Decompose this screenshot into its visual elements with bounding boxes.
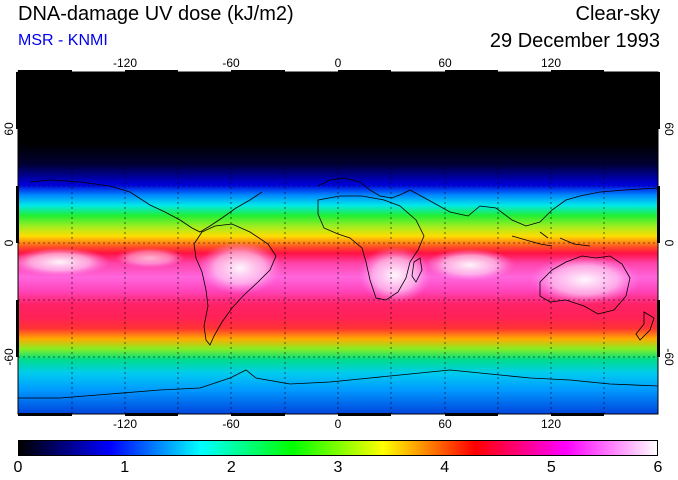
lat-label-left: -60 [2, 348, 16, 366]
coastlines [18, 177, 658, 399]
uv-dose-map: -120 -60 0 60 120 -120 -60 0 60 120 60 0… [2, 56, 676, 431]
coast-europe [317, 177, 411, 199]
lat-label-left: 0 [2, 239, 16, 246]
lon-label-top: -120 [113, 56, 137, 70]
lon-label-bottom: 120 [541, 417, 561, 431]
lon-label-top: 0 [335, 56, 342, 70]
hotspot-pacific [18, 248, 110, 276]
hotspot-south-america [198, 242, 282, 294]
lon-label-bottom: 0 [335, 417, 342, 431]
lat-label-right: 0 [662, 240, 676, 247]
graticule [18, 72, 658, 414]
colorbar-tick-label: 1 [120, 459, 130, 476]
coast-africa [317, 195, 425, 301]
coast-new-zealand [635, 311, 655, 341]
colorbar-tick-label: 2 [226, 459, 236, 476]
lat-labels-left: 60 0 -60 [2, 122, 16, 366]
colorbar-tick-label: 5 [546, 459, 556, 476]
coast-madagascar [411, 257, 423, 283]
colorbar-tick-label: 0 [13, 459, 23, 476]
coast-australia [539, 255, 631, 315]
lon-label-top: -60 [222, 56, 240, 70]
hotspot-southern-africa [359, 247, 431, 303]
map-date: 29 December 1993 [489, 30, 660, 52]
lat-label-right: 60 [662, 122, 676, 136]
frame-ticks [16, 70, 660, 416]
lat-label-right: -60 [662, 348, 676, 366]
coast-antarctica [18, 369, 658, 399]
lon-label-top: 60 [438, 56, 452, 70]
lat-labels-right: 60 0 -60 [662, 122, 676, 366]
colorbar-tick-label: 4 [440, 459, 450, 476]
lon-label-bottom: 60 [438, 417, 452, 431]
lon-labels-top: -120 -60 0 60 120 [113, 56, 561, 70]
lon-labels-bottom: -120 -60 0 60 120 [113, 417, 561, 431]
coast-indonesia [511, 231, 591, 247]
lon-label-top: 120 [541, 56, 561, 70]
hotspot-indian-ocean [425, 249, 515, 281]
lon-label-bottom: -120 [113, 417, 137, 431]
lon-label-bottom: -60 [222, 417, 240, 431]
coast-north-america [29, 179, 263, 233]
colorbar-tick-label: 6 [653, 459, 663, 476]
coast-south-america [193, 223, 277, 346]
colorbar [18, 440, 658, 456]
map-title: DNA-damage UV dose (kJ/m2) [18, 3, 294, 25]
hotspot-australia [530, 256, 640, 304]
lat-label-left: 60 [2, 122, 16, 136]
colorbar-tick-label: 3 [333, 459, 343, 476]
hotspot-pacific-east [115, 248, 185, 268]
data-source: MSR - KNMI [18, 32, 108, 49]
sky-condition: Clear-sky [575, 3, 660, 25]
coast-asia [409, 187, 658, 227]
